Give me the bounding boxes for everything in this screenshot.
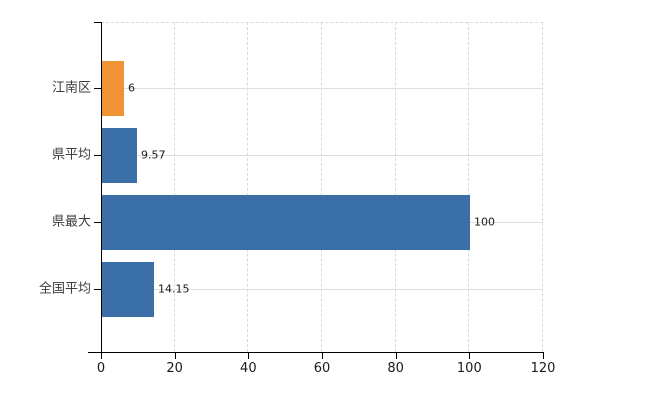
bar-value-label: 100 xyxy=(474,215,495,229)
x-axis-tick xyxy=(248,352,250,359)
category-label: 県平均 xyxy=(51,147,91,163)
x-gridline xyxy=(542,22,543,352)
bar-value-label: 14.15 xyxy=(158,282,190,296)
y-axis-tick xyxy=(94,88,101,89)
bar-全国平均 xyxy=(102,262,154,317)
category-gridline xyxy=(101,289,543,290)
bar-value-label: 6 xyxy=(128,81,135,95)
x-axis-tick xyxy=(174,352,176,359)
x-axis-tick xyxy=(469,352,471,359)
category-gridline xyxy=(101,155,543,156)
x-gridline xyxy=(173,22,175,352)
x-tick-label: 100 xyxy=(456,361,482,376)
category-label: 全国平均 xyxy=(38,281,91,297)
x-axis-tick xyxy=(543,352,544,359)
bar-江南区 xyxy=(102,61,124,116)
x-tick-label: 40 xyxy=(240,361,257,376)
y-axis-tick xyxy=(94,289,101,290)
bar-value-label: 9.57 xyxy=(141,148,166,162)
x-axis-tick xyxy=(101,352,102,359)
x-gridline xyxy=(394,22,396,352)
x-axis-tick xyxy=(395,352,397,359)
x-tick-label: 20 xyxy=(166,361,183,376)
category-label: 県最大 xyxy=(51,214,91,230)
x-tick-label: 80 xyxy=(387,361,404,376)
y-axis-line xyxy=(101,22,102,353)
category-label: 江南区 xyxy=(51,80,91,96)
x-tick-label: 0 xyxy=(96,361,106,376)
x-axis-tick xyxy=(322,352,323,359)
x-gridline xyxy=(247,22,249,352)
x-gridline xyxy=(321,22,322,352)
bar-県最大 xyxy=(102,195,470,250)
bar-県平均 xyxy=(102,128,137,183)
x-tick-label: 120 xyxy=(530,361,556,376)
category-gridline xyxy=(101,88,543,89)
x-gridline xyxy=(468,22,470,352)
y-axis-top-tick xyxy=(94,22,101,23)
top-gridline xyxy=(101,22,543,23)
x-tick-label: 60 xyxy=(313,361,331,376)
y-axis-tick xyxy=(94,155,101,156)
x-axis-line xyxy=(88,352,543,353)
y-axis-tick xyxy=(94,222,101,223)
